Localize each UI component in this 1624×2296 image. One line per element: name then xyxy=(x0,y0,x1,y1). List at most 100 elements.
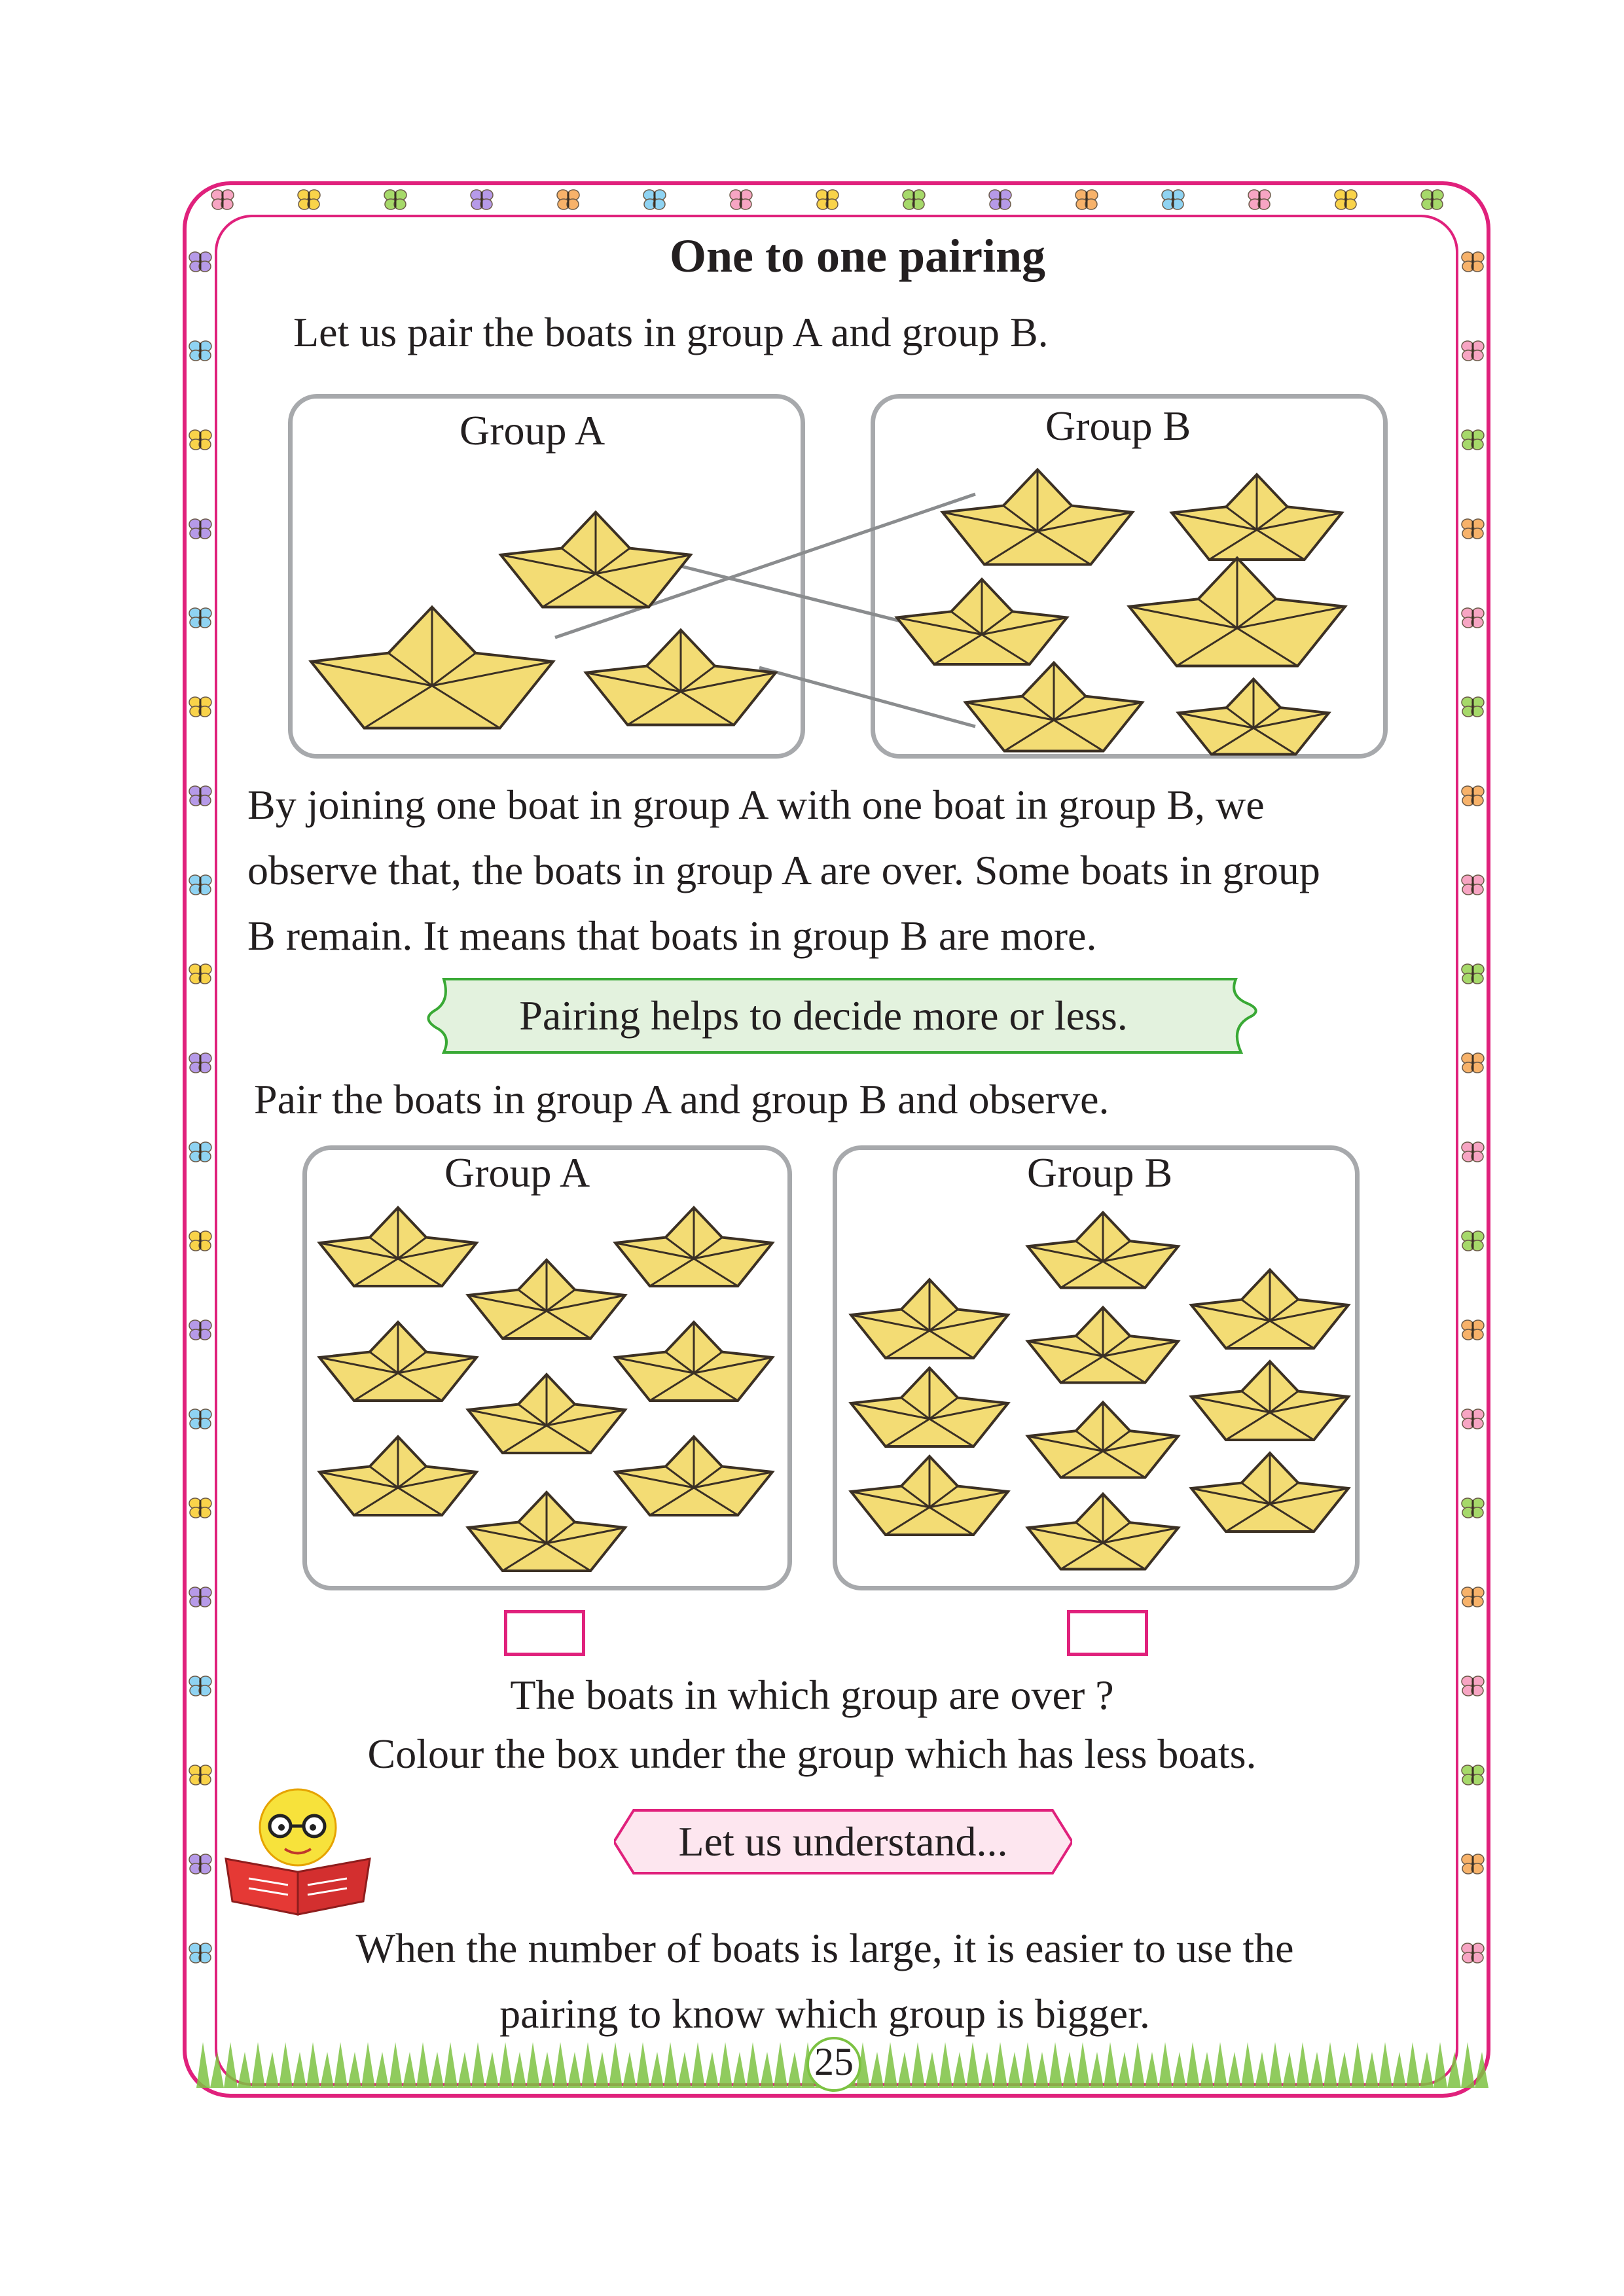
exercise-group-a-boat xyxy=(613,1206,775,1287)
exercise-group-a-boat xyxy=(465,1372,628,1454)
butterfly-icon xyxy=(643,189,666,210)
explanation-line-2: observe that, the boats in group A are o… xyxy=(247,847,1320,893)
example-group-b-boat xyxy=(1176,677,1331,756)
butterfly-icon xyxy=(189,1319,212,1340)
butterfly-icon xyxy=(1461,518,1485,539)
butterfly-icon xyxy=(1461,429,1485,450)
butterfly-icon xyxy=(384,189,407,210)
butterfly-icon xyxy=(189,785,212,806)
butterfly-icon xyxy=(189,607,212,628)
butterfly-icon xyxy=(1461,340,1485,361)
boats-layer xyxy=(308,467,1351,1572)
butterfly-icon xyxy=(1461,1854,1485,1874)
butterfly-icon xyxy=(902,189,926,210)
butterfly-icon xyxy=(211,189,234,210)
butterfly-icon xyxy=(729,189,753,210)
butterfly-icon xyxy=(470,189,494,210)
question-1: The boats in which group are over ? xyxy=(510,1672,1114,1718)
exercise-group-a-boat xyxy=(465,1490,628,1572)
example-group-b-boat xyxy=(1127,556,1348,668)
exercise-group-b-boat xyxy=(1189,1359,1351,1441)
butterfly-icon xyxy=(1461,785,1485,806)
example-group-b: Group B xyxy=(871,394,1388,759)
exercise-group-a-boat xyxy=(317,1435,479,1516)
butterfly-icon xyxy=(816,189,839,210)
pair-line-2[interactable] xyxy=(680,564,917,627)
exercise-group-b-boat xyxy=(848,1366,1011,1448)
butterfly-icon xyxy=(1461,963,1485,984)
exercise-group-b-boat xyxy=(1025,1492,1181,1571)
butterfly-icon xyxy=(1461,1765,1485,1785)
butterfly-icon xyxy=(1461,1943,1485,1964)
butterfly-icon xyxy=(1161,189,1185,210)
butterfly-icon xyxy=(189,1943,212,1964)
exercise-group-a-boat xyxy=(317,1206,479,1287)
page-number: 25 xyxy=(814,2040,854,2083)
butterfly-icon xyxy=(1461,251,1485,272)
butterfly-icon xyxy=(189,1587,212,1607)
butterfly-icon xyxy=(1334,189,1358,210)
understand-line-2: pairing to know which group is bigger. xyxy=(499,1990,1150,2037)
butterfly-icon xyxy=(1461,1587,1485,1607)
example-group-b-boat xyxy=(940,467,1135,566)
understand-line-1: When the number of boats is large, it is… xyxy=(355,1925,1294,1971)
butterfly-icon xyxy=(189,1408,212,1429)
butterfly-icon xyxy=(1461,696,1485,717)
butterfly-icon xyxy=(189,963,212,984)
exercise-group-a-boat xyxy=(613,1435,775,1516)
pair-line-3[interactable] xyxy=(759,666,976,728)
butterfly-icon xyxy=(1461,1676,1485,1696)
butterfly-icon xyxy=(189,1141,212,1162)
example-group-b-boat xyxy=(894,577,1070,666)
butterfly-icon xyxy=(189,696,212,717)
example-group-a-boat xyxy=(308,605,556,730)
exercise-group-b-boat xyxy=(848,1454,1011,1536)
callout-banner xyxy=(427,978,1257,1054)
butterfly-icon xyxy=(189,429,212,450)
butterfly-icon xyxy=(189,1854,212,1874)
butterfly-icon xyxy=(189,1676,212,1696)
butterfly-icon xyxy=(189,874,212,895)
understand-badge-text: Let us understand... xyxy=(678,1818,1008,1865)
butterfly-icon xyxy=(189,1498,212,1518)
butterfly-icon xyxy=(189,251,212,272)
butterfly-icon xyxy=(1461,1498,1485,1518)
page-title: One to one pairing xyxy=(669,230,1046,282)
example-group-a-boat xyxy=(498,510,693,609)
exercise-group-a-boat xyxy=(465,1258,628,1340)
exercise-group-a-boat xyxy=(613,1320,775,1402)
butterfly-icon xyxy=(1461,1408,1485,1429)
butterfly-icon xyxy=(189,1765,212,1785)
understand-badge xyxy=(614,1809,1072,1874)
grass-decoration xyxy=(196,2042,1489,2088)
exercise-group-b-boat xyxy=(1189,1268,1351,1350)
example-group-b-boat xyxy=(1169,473,1344,561)
butterfly-icon xyxy=(1461,607,1485,628)
question-2: Colour the box under the group which has… xyxy=(367,1731,1257,1777)
colour-box-group-a[interactable] xyxy=(504,1610,585,1656)
explanation-line-3: B remain. It means that boats in group B… xyxy=(247,912,1097,959)
exercise-group-b-boat xyxy=(1025,1400,1181,1479)
exercise-instruction: Pair the boats in group A and group B an… xyxy=(254,1076,1110,1122)
exercise-group-a-label: Group A xyxy=(444,1149,590,1196)
exercise-group-b-label: Group B xyxy=(1027,1149,1173,1196)
colour-box-group-b[interactable] xyxy=(1067,1610,1148,1656)
butterfly-icon xyxy=(988,189,1012,210)
reading-smiley-icon xyxy=(225,1788,371,1916)
butterfly-icon xyxy=(1461,874,1485,895)
butterfly-icon xyxy=(297,189,321,210)
butterfly-icon xyxy=(189,518,212,539)
pair-line-1[interactable] xyxy=(554,492,976,639)
butterfly-icon xyxy=(189,340,212,361)
butterfly-icon xyxy=(1248,189,1271,210)
example-group-b-boat xyxy=(963,660,1145,753)
butterfly-icon xyxy=(1461,1052,1485,1073)
exercise-group-b-boat xyxy=(848,1278,1011,1359)
exercise-group-b-boat xyxy=(1025,1305,1181,1384)
butterfly-icon xyxy=(189,1052,212,1073)
butterfly-icon xyxy=(189,1230,212,1251)
exercise-group-b-boat xyxy=(1025,1210,1181,1289)
example-group-b-label: Group B xyxy=(1045,403,1191,449)
intro-text: Let us pair the boats in group A and gro… xyxy=(293,309,1049,355)
